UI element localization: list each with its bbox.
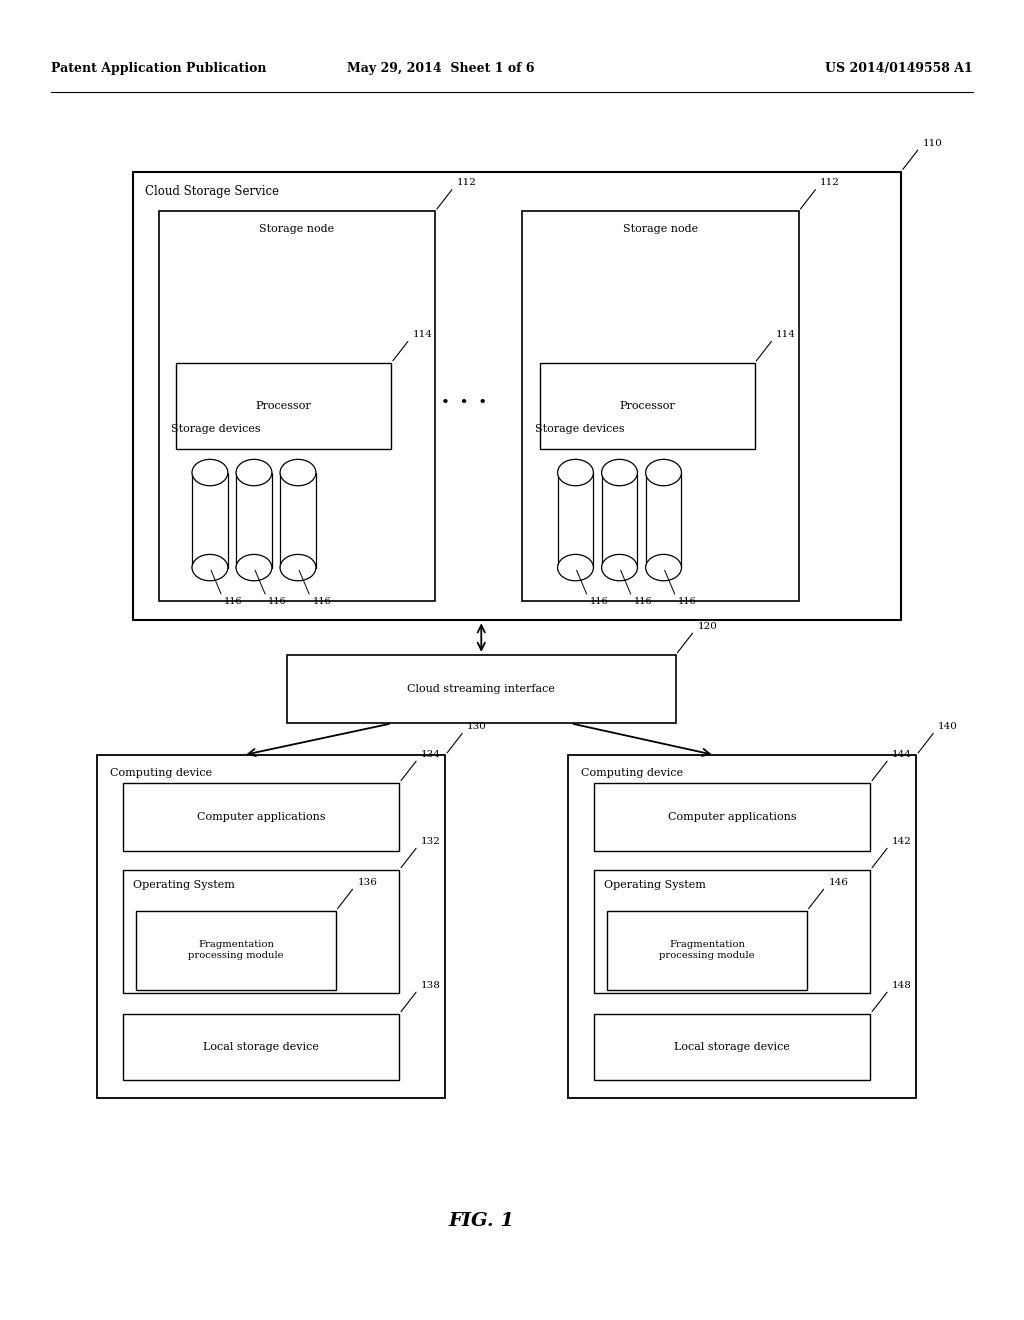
Text: •  •  •: • • • xyxy=(440,396,487,409)
Bar xyxy=(607,911,807,990)
Text: Fragmentation
processing module: Fragmentation processing module xyxy=(188,940,284,961)
Bar xyxy=(602,473,637,568)
Text: Storage devices: Storage devices xyxy=(171,424,261,434)
Text: US 2014/0149558 A1: US 2014/0149558 A1 xyxy=(825,62,973,75)
Ellipse shape xyxy=(280,459,315,486)
Text: 112: 112 xyxy=(457,178,476,187)
Text: Cloud Storage Service: Cloud Storage Service xyxy=(145,185,280,198)
Bar xyxy=(287,655,676,723)
Text: May 29, 2014  Sheet 1 of 6: May 29, 2014 Sheet 1 of 6 xyxy=(346,62,535,75)
Text: Computer applications: Computer applications xyxy=(668,812,797,822)
Text: 134: 134 xyxy=(421,750,440,759)
Text: 116: 116 xyxy=(590,597,608,606)
Bar xyxy=(123,783,399,851)
Text: 132: 132 xyxy=(421,837,440,846)
Text: 116: 116 xyxy=(268,597,287,606)
Text: 130: 130 xyxy=(467,722,486,731)
Bar xyxy=(193,473,227,568)
Text: 110: 110 xyxy=(923,139,942,148)
Text: Operating System: Operating System xyxy=(604,880,706,891)
Text: Local storage device: Local storage device xyxy=(674,1041,791,1052)
Text: Storage devices: Storage devices xyxy=(535,424,625,434)
Bar xyxy=(123,870,399,993)
Text: 144: 144 xyxy=(892,750,911,759)
Text: Cloud streaming interface: Cloud streaming interface xyxy=(408,684,555,694)
Bar xyxy=(646,473,682,568)
Bar xyxy=(558,473,594,568)
Bar xyxy=(594,870,870,993)
Text: 112: 112 xyxy=(820,178,840,187)
Ellipse shape xyxy=(602,554,637,581)
Bar xyxy=(176,363,391,449)
Bar xyxy=(594,1014,870,1080)
Text: Processor: Processor xyxy=(620,401,675,411)
Ellipse shape xyxy=(236,459,272,486)
Bar xyxy=(97,755,445,1098)
Ellipse shape xyxy=(236,554,272,581)
Ellipse shape xyxy=(646,459,682,486)
Ellipse shape xyxy=(646,554,682,581)
Bar xyxy=(540,363,755,449)
Text: 136: 136 xyxy=(357,878,377,887)
Bar xyxy=(136,911,336,990)
Ellipse shape xyxy=(193,459,227,486)
Text: Local storage device: Local storage device xyxy=(203,1041,319,1052)
Text: 138: 138 xyxy=(421,981,440,990)
Text: Computing device: Computing device xyxy=(110,768,212,779)
Bar xyxy=(280,473,315,568)
Bar xyxy=(236,473,271,568)
Text: Patent Application Publication: Patent Application Publication xyxy=(51,62,266,75)
Text: 114: 114 xyxy=(776,330,796,339)
Text: 148: 148 xyxy=(892,981,911,990)
Ellipse shape xyxy=(558,554,594,581)
Text: 146: 146 xyxy=(828,878,848,887)
Ellipse shape xyxy=(193,554,227,581)
Bar xyxy=(123,1014,399,1080)
Text: Storage node: Storage node xyxy=(623,224,698,235)
Ellipse shape xyxy=(558,459,594,486)
Bar xyxy=(594,783,870,851)
Text: 142: 142 xyxy=(892,837,911,846)
Bar xyxy=(133,172,901,620)
Text: 114: 114 xyxy=(413,330,432,339)
Text: Operating System: Operating System xyxy=(133,880,234,891)
Text: Storage node: Storage node xyxy=(259,224,335,235)
Bar xyxy=(522,211,799,601)
Bar xyxy=(568,755,916,1098)
Ellipse shape xyxy=(280,554,315,581)
Text: 116: 116 xyxy=(634,597,652,606)
Ellipse shape xyxy=(602,459,637,486)
Text: 116: 116 xyxy=(678,597,696,606)
Text: 116: 116 xyxy=(312,597,331,606)
Text: Fragmentation
processing module: Fragmentation processing module xyxy=(659,940,755,961)
Text: 140: 140 xyxy=(938,722,957,731)
Text: Computer applications: Computer applications xyxy=(197,812,326,822)
Text: Processor: Processor xyxy=(256,401,311,411)
Text: 120: 120 xyxy=(697,622,717,631)
Text: FIG. 1: FIG. 1 xyxy=(449,1212,514,1230)
Bar xyxy=(159,211,435,601)
Text: 116: 116 xyxy=(224,597,243,606)
Text: Computing device: Computing device xyxy=(581,768,683,779)
